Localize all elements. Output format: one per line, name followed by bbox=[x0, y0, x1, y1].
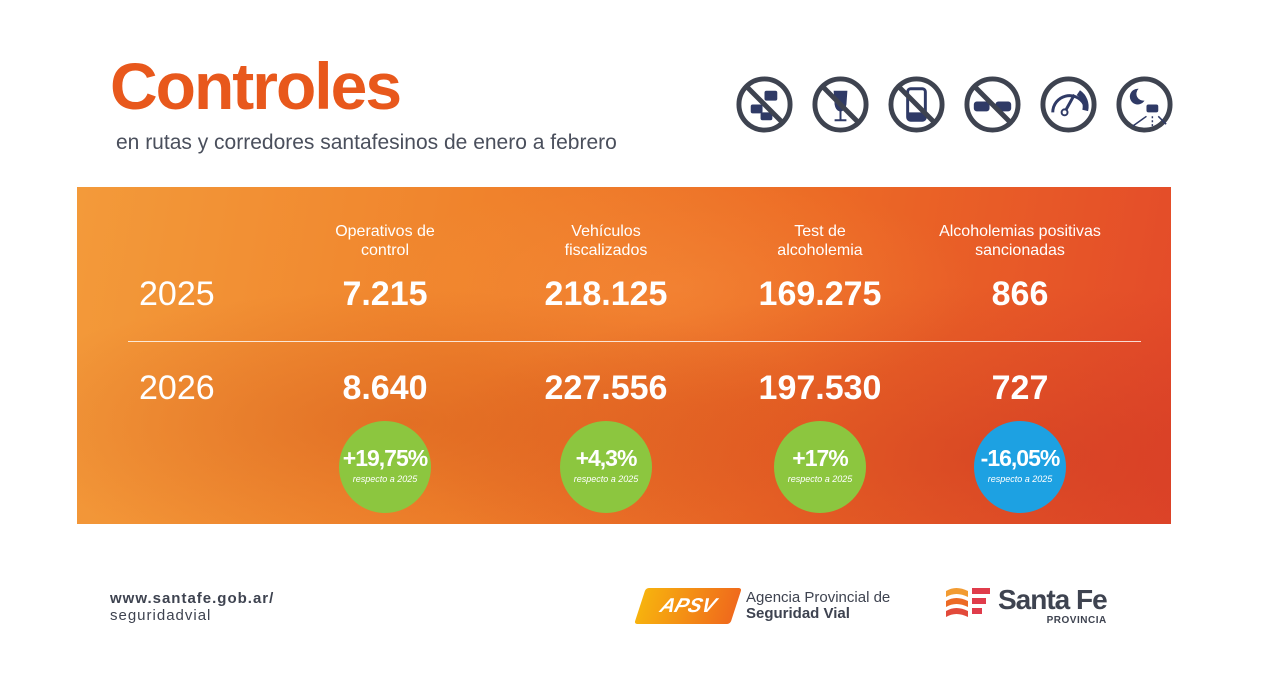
value-2026: 197.530 bbox=[758, 369, 882, 407]
no-traffic-jam-icon bbox=[736, 76, 793, 133]
value-2025: 218.125 bbox=[544, 275, 668, 313]
apsv-line-1: Agencia Provincial de bbox=[746, 589, 891, 606]
no-alcohol-icon bbox=[812, 76, 869, 133]
santa-fe-name: Santa Fe bbox=[998, 584, 1108, 615]
change-note: respecto a 2025 bbox=[987, 474, 1053, 484]
no-overtaking-icon bbox=[964, 76, 1021, 133]
santa-fe-sub: PROVINCIA bbox=[1046, 615, 1107, 626]
apsv-logo-mark: APSV bbox=[634, 588, 742, 624]
change-note: respecto a 2025 bbox=[787, 474, 853, 484]
change-badge: +4,3% respecto a 2025 bbox=[560, 421, 652, 513]
apsv-logo: APSV Agencia Provincial de Seguridad Vial bbox=[634, 588, 891, 624]
page-title: Controles bbox=[110, 49, 402, 123]
no-phone-icon bbox=[888, 76, 945, 133]
year-2026-label: 2026 bbox=[139, 369, 215, 407]
apsv-line-2: Seguridad Vial bbox=[746, 605, 850, 622]
stats-panel: Operativos de control Vehículos fiscalizad… bbox=[77, 187, 1171, 524]
change-percent: -16,05% bbox=[980, 445, 1061, 471]
page-subtitle: en rutas y corredores santafesinos de en… bbox=[116, 131, 617, 154]
change-badge: +17% respecto a 2025 bbox=[774, 421, 866, 513]
value-2026: 727 bbox=[991, 369, 1049, 407]
value-2025: 866 bbox=[991, 275, 1049, 313]
value-2025: 169.275 bbox=[758, 275, 882, 313]
change-note: respecto a 2025 bbox=[573, 474, 639, 484]
icon-row bbox=[735, 75, 1174, 134]
url-line-1: www.santafe.gob.ar/ bbox=[110, 590, 275, 607]
santa-fe-emblem-icon bbox=[946, 588, 990, 617]
website-link[interactable]: www.santafe.gob.ar/seguridadvial bbox=[110, 590, 274, 624]
row-divider bbox=[128, 341, 1141, 342]
column-header: Alcoholemias positivas sancionadas bbox=[939, 223, 1101, 259]
night-driving-icon bbox=[1116, 76, 1173, 133]
column-header: Vehículos fiscalizados bbox=[564, 223, 648, 259]
speedometer-icon bbox=[1040, 76, 1097, 133]
value-2026: 227.556 bbox=[544, 369, 668, 407]
change-badge: +19,75% respecto a 2025 bbox=[339, 421, 431, 513]
santa-fe-logo: Santa Fe PROVINCIA bbox=[944, 584, 1108, 626]
value-2026: 8.640 bbox=[342, 369, 428, 407]
change-note: respecto a 2025 bbox=[352, 474, 418, 484]
url-line-2: seguridadvial bbox=[110, 607, 212, 624]
change-badge: -16,05% respecto a 2025 bbox=[974, 421, 1066, 513]
change-percent: +4,3% bbox=[575, 445, 638, 471]
year-2025-label: 2025 bbox=[139, 275, 215, 313]
value-2025: 7.215 bbox=[342, 275, 428, 313]
change-percent: +19,75% bbox=[342, 445, 428, 471]
change-percent: +17% bbox=[792, 445, 848, 471]
column-header: Test de alcoholemia bbox=[777, 223, 863, 259]
column-header: Operativos de control bbox=[335, 223, 435, 259]
